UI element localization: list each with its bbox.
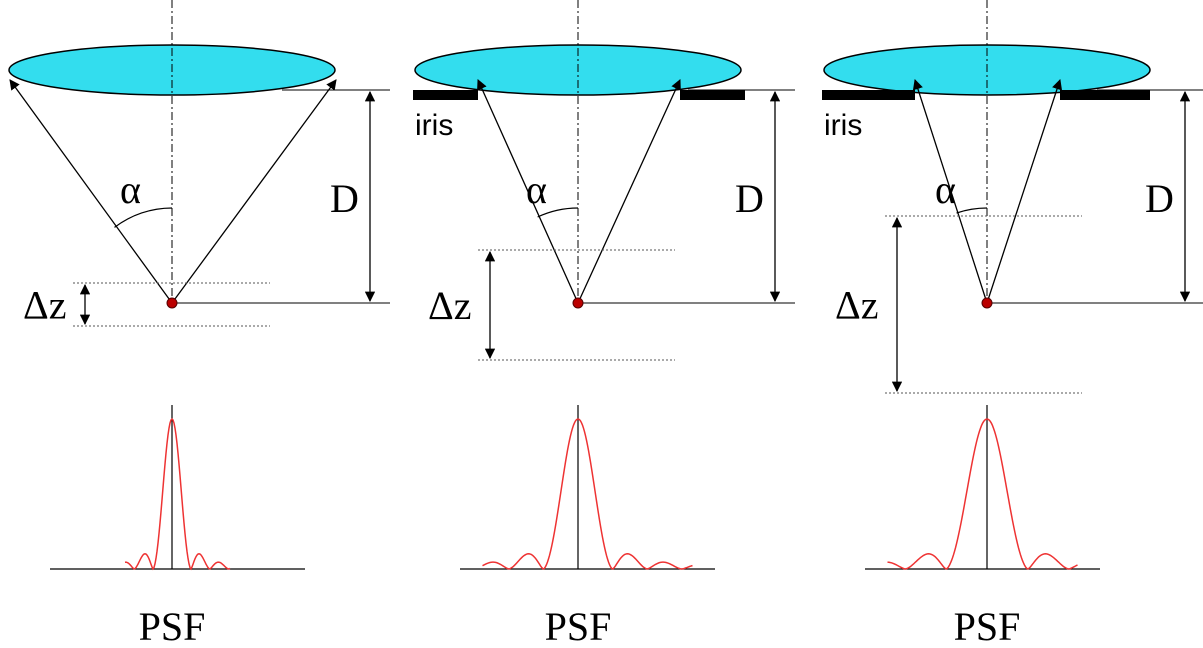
psf-caption: PSF [545, 604, 612, 648]
alpha-arc [956, 207, 988, 214]
alpha-label: α [935, 167, 956, 212]
line [9, 79, 173, 304]
line [477, 79, 579, 304]
iris-bar [822, 90, 915, 100]
depth-label: Δz [23, 283, 66, 328]
alpha-label: α [526, 167, 547, 212]
line [986, 79, 1063, 304]
alpha-arc [537, 207, 579, 218]
distance-label: D [735, 176, 764, 221]
focal-point [981, 297, 993, 309]
iris-bar [680, 90, 745, 100]
focal-point [166, 297, 178, 309]
line [912, 79, 988, 304]
alpha-label: α [120, 167, 141, 212]
iris-label: iris [415, 109, 453, 142]
distance-label: D [1145, 176, 1174, 221]
psf-curve [124, 417, 231, 571]
line [171, 79, 337, 304]
focal-point [572, 297, 584, 309]
iris-bar [1060, 90, 1150, 100]
alpha-arc [114, 207, 173, 228]
depth-label: Δz [428, 283, 471, 328]
depth-label: Δz [835, 283, 878, 328]
distance-label: D [330, 176, 359, 221]
psf-curve [887, 418, 1078, 570]
psf-curve [482, 418, 693, 570]
line [577, 79, 681, 304]
psf-caption: PSF [954, 604, 1021, 648]
iris-bar [413, 90, 478, 100]
psf-caption: PSF [139, 604, 206, 648]
iris-label: iris [824, 109, 862, 142]
